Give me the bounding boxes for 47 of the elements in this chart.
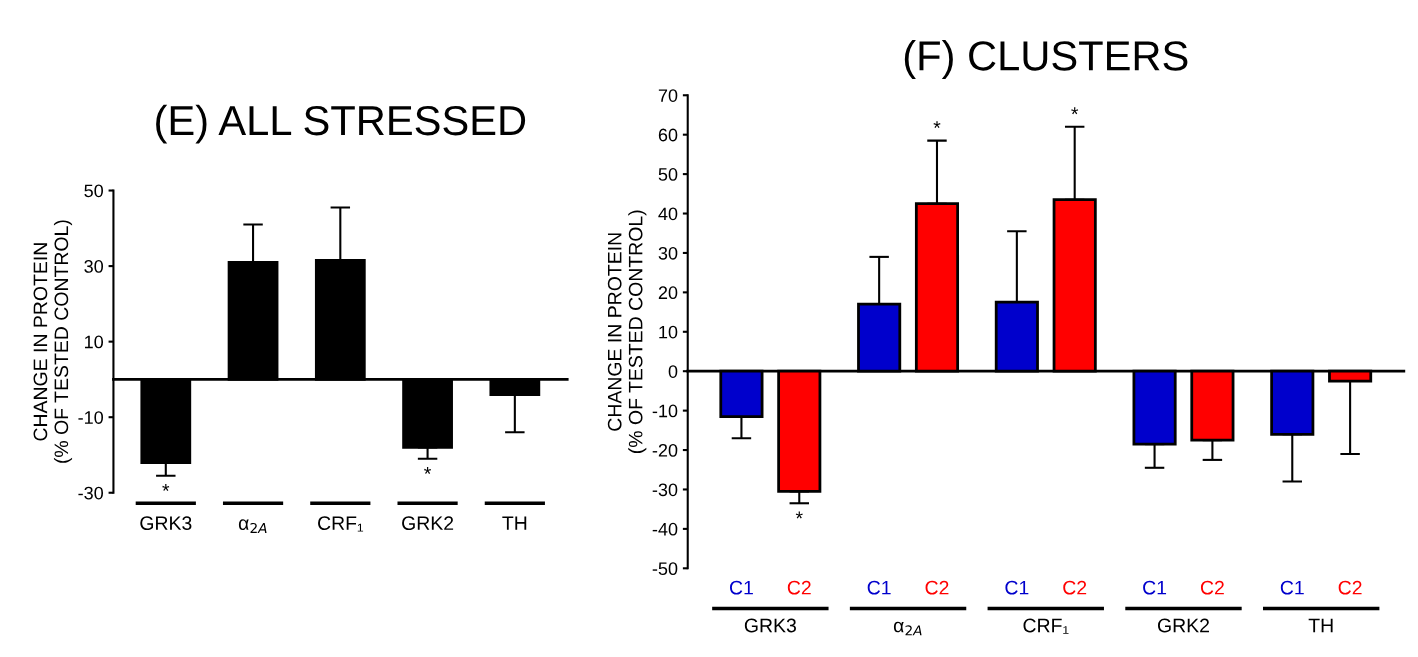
y-tick-label: 70 [658,89,678,102]
x-tick-label: α$_{2A}$ [893,621,922,636]
annotation: * [795,511,803,519]
y-tick-label: -30 [78,486,104,500]
text: C2 [787,580,811,595]
y-tick-label: -20 [652,443,678,457]
chart-title: (E) ALL STRESSED [156,104,526,144]
y-tick-label: -10 [652,404,678,418]
y-tick-label: -40 [652,522,678,536]
chart-title: (F) CLUSTERS [904,40,1188,79]
y-tick-label: 30 [658,246,678,260]
y-axis-title: CHANGE IN PROTEIN (% OF TESTED CONTROL) [607,210,647,454]
y-tick-label: 50 [658,168,678,181]
y-tick-label: -50 [652,562,678,576]
y-tick-label: 30 [84,260,104,273]
y-tick-label: -30 [652,483,678,497]
text: C1 [730,580,753,595]
x-tick-label: α$_{2A}$ [238,519,267,533]
y-tick-label: 10 [659,325,678,339]
y-tick-label: -10 [78,411,104,424]
x-tick-label: TH [1308,618,1333,633]
text: C2 [1063,580,1087,595]
y-tick-label: 10 [85,335,104,349]
x-tick-label: CRF₁ [318,516,364,532]
y-tick-label: 60 [658,128,678,142]
text: C1 [1143,580,1167,595]
text: C1 [1005,580,1029,595]
y-tick-label: 50 [84,184,104,198]
y-tick-label: 20 [658,286,678,300]
text: C2 [925,580,949,595]
text: C2 [1338,580,1362,595]
text: C1 [867,580,891,595]
x-tick-label: GRK3 [140,516,192,531]
annotation: * [424,467,432,474]
x-tick-label: CRF₁ [1023,618,1069,634]
text: C1 [1280,580,1304,595]
y-axis-title: CHANGE IN PROTEIN (% OF TESTED CONTROL) [33,220,73,463]
x-tick-label: GRK2 [402,516,454,531]
text: C2 [1200,580,1224,595]
y-tick-label: 40 [658,207,678,221]
annotation: * [162,484,170,491]
annotation: * [1071,107,1079,115]
x-tick-label: TH [502,516,527,530]
x-tick-label: GRK3 [744,618,796,633]
y-tick-label: 0 [668,365,678,378]
annotation: * [933,121,941,128]
x-tick-label: GRK2 [1157,618,1209,633]
